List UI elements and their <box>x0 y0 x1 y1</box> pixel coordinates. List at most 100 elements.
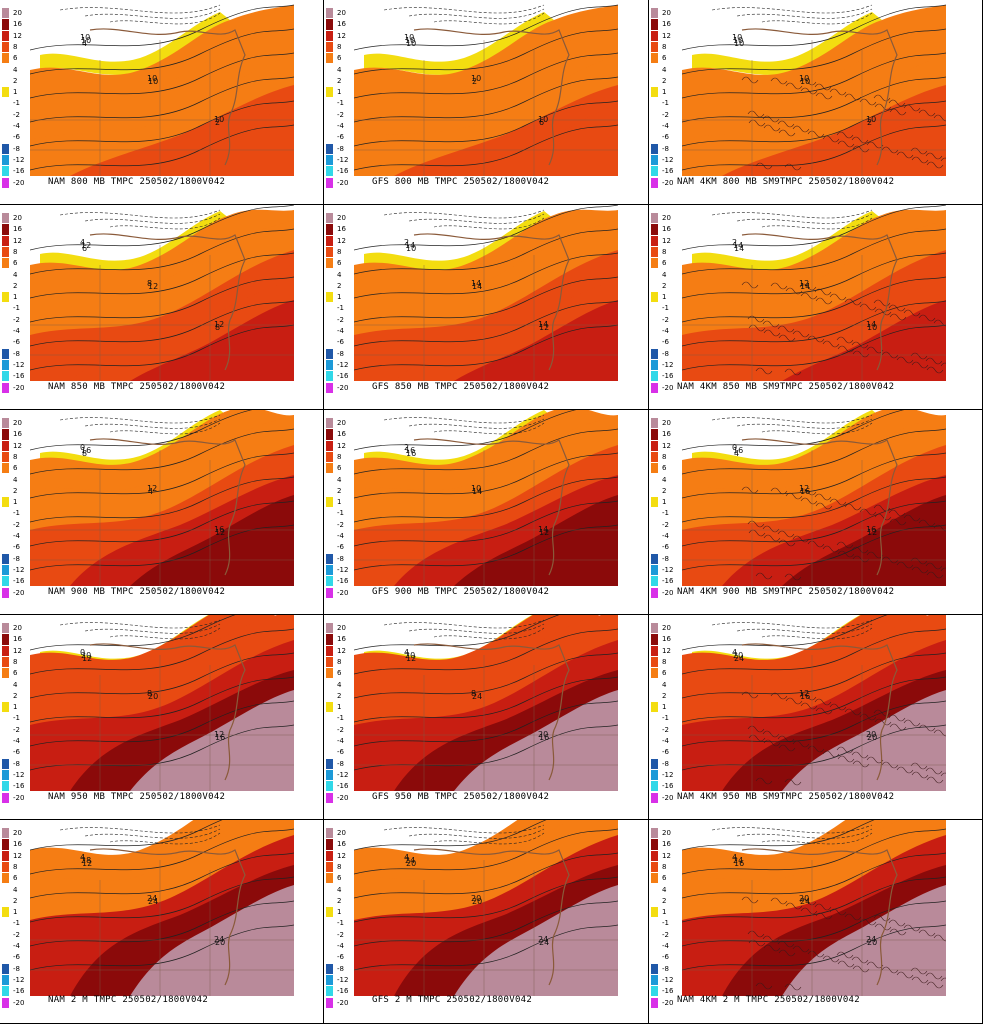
legend-entry: -12 <box>326 769 356 781</box>
contour-label: 20 <box>471 894 481 903</box>
isotherm-contour <box>682 52 946 99</box>
legend-entry: -4 <box>326 121 356 132</box>
legend-swatch <box>2 292 9 303</box>
legend-label: -2 <box>662 930 669 939</box>
legend-label: 8 <box>662 42 667 51</box>
legend-entry: 20 <box>2 623 32 634</box>
isotherm-contour <box>383 414 545 424</box>
color-legend: 20 16 12 8 6 4 2 1 -1 -2 -4 -6 -8 -12 -16 -20 <box>326 623 356 809</box>
legend-label: -1 <box>13 919 20 928</box>
legend-swatch <box>651 907 658 918</box>
contour-label: 2 <box>404 443 409 452</box>
legend-entry: -6 <box>2 337 32 348</box>
legend-label: -16 <box>13 167 25 176</box>
legend-label: -12 <box>662 975 674 984</box>
isotherm-contour <box>851 956 869 964</box>
legend-label: -2 <box>662 315 669 324</box>
legend-entry: 12 <box>2 440 32 451</box>
temperature-band <box>782 885 946 996</box>
legend-label: 2 <box>662 76 667 85</box>
legend-entry: 4 <box>2 474 32 485</box>
isotherm-contour <box>30 428 294 475</box>
legend-label: 12 <box>662 236 671 245</box>
panel-title: NAM 4KM 900 MB SM9TMPC 250502/1800V042 <box>677 587 895 597</box>
legend-entry: 12 <box>2 30 32 41</box>
legend-swatch <box>2 359 9 371</box>
legend-label: 2 <box>337 691 342 700</box>
contour-label: 10 <box>733 36 743 45</box>
legend-label: -20 <box>337 178 349 187</box>
isotherm-contour <box>785 82 803 90</box>
freezing-band <box>364 410 554 473</box>
isotherm-contour <box>748 939 766 947</box>
state-boundaries <box>30 245 294 381</box>
legend-swatch <box>651 564 658 576</box>
legend-entry: 1 <box>326 292 356 303</box>
legend-swatch <box>651 463 658 474</box>
legend-entry: 20 <box>651 828 681 839</box>
isotherm-contour <box>682 452 946 499</box>
legend-label: -2 <box>662 725 669 734</box>
isotherm-contour <box>354 876 618 923</box>
legend-entry: 16 <box>2 429 32 440</box>
legend-swatch <box>326 166 333 177</box>
legend-swatch <box>2 109 9 120</box>
legend-entry: -6 <box>651 952 681 963</box>
legend-label: -4 <box>337 122 344 130</box>
contour-label: 4 <box>404 648 409 657</box>
isotherm-contour <box>837 550 855 558</box>
legend-label: 12 <box>337 31 346 40</box>
legend-label: -6 <box>662 133 669 142</box>
legend-label: 16 <box>337 430 346 439</box>
legend-entry: -8 <box>326 758 356 769</box>
contour-label: 12 <box>539 528 549 537</box>
color-legend: 20 16 12 8 6 4 2 1 -1 -2 -4 -6 -8 -12 -16 -20 <box>651 623 681 809</box>
map-panel: 20 16 12 8 6 4 2 1 -1 -2 -4 -6 -8 -12 -16 -20 4 24 24 28 24 2… <box>0 820 324 1024</box>
state-boundaries <box>30 655 294 791</box>
isotherm-contour <box>888 714 906 722</box>
legend-label: -4 <box>337 532 344 540</box>
contour-label: 14 <box>800 282 810 291</box>
contour-label: 20 <box>866 730 876 739</box>
map-panel: 20 16 12 8 6 4 2 1 -1 -2 -4 -6 -8 -12 -16 -20 10 10 10 10 2 6… <box>324 0 649 205</box>
isotherm-contour <box>799 78 817 86</box>
isotherm-contour <box>748 734 766 742</box>
isotherm-contour <box>918 724 936 732</box>
legend-swatch <box>2 98 9 109</box>
legend-swatch <box>651 792 658 803</box>
legend-swatch <box>326 997 333 1008</box>
isotherm-contour <box>354 410 577 451</box>
isotherm-contour <box>896 356 914 364</box>
state-boundaries <box>354 40 618 176</box>
legend-label: 12 <box>13 236 22 245</box>
isotherm-contour <box>829 703 847 711</box>
map-panel: 20 16 12 8 6 4 2 1 -1 -2 -4 -6 -8 -12 -16 -20 2 10 14 16 14 1… <box>324 410 649 615</box>
legend-label: -20 <box>337 588 349 597</box>
legend-label: -1 <box>662 304 669 313</box>
legend-swatch <box>2 246 9 258</box>
legend-entry: 4 <box>2 269 32 280</box>
isotherm-contour <box>761 422 873 435</box>
legend-label: 2 <box>662 281 667 290</box>
legend-label: 2 <box>13 281 18 290</box>
isotherm-contour <box>889 108 907 116</box>
temperature-map: 0 12 16 16 16 12 4 <box>682 410 946 586</box>
temperature-map: 10 10 10 10 2 6 10 <box>354 0 618 176</box>
legend-entry: 2 <box>651 895 681 907</box>
isotherm-contour <box>910 557 928 565</box>
isotherm-contour <box>852 965 870 973</box>
isotherm-contour <box>762 115 780 123</box>
isotherm-contour <box>851 341 869 349</box>
isotherm-contour <box>873 709 891 717</box>
isotherm-contour <box>807 335 825 343</box>
legend-swatch <box>651 143 658 154</box>
contour-label: 10 <box>866 115 876 124</box>
contour-label: 20 <box>406 859 416 868</box>
coastline <box>413 438 570 576</box>
isotherm-contour <box>933 319 946 327</box>
legend-label: -16 <box>337 167 349 176</box>
legend-entry: -4 <box>651 941 681 952</box>
legend-entry: -20 <box>2 792 32 803</box>
contour-label: 0 <box>732 443 737 452</box>
isotherm-contour <box>873 299 891 307</box>
